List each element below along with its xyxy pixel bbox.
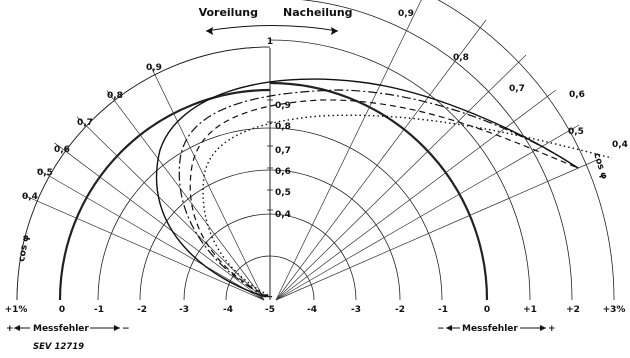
right-cos-phi-ray — [275, 54, 527, 301]
right-error-arc — [269, 213, 357, 301]
right-error-tick: 0 — [484, 305, 490, 315]
curve-dotted — [202, 114, 613, 298]
right-cos-phi-ray — [275, 89, 557, 301]
left-cos-label: 0,8 — [107, 91, 123, 101]
direction-arrow-right-head — [331, 27, 338, 35]
lead-label: Voreilung — [199, 6, 258, 19]
left-cos-phi-ray — [36, 168, 265, 301]
right-error-tick: +1 — [523, 305, 537, 315]
right-error-arc — [437, 0, 615, 301]
right-error-arc — [269, 81, 489, 301]
left-cos-phi-ray — [149, 64, 265, 301]
curve-dash-dot — [178, 89, 579, 298]
right-error-tick: -4 — [307, 305, 317, 315]
left-cos-phi-ray — [106, 90, 265, 301]
center-scale-labels: 0,9 0,8 0,7 0,6 0,5 0,4 — [275, 101, 291, 220]
right-error-tick: -3 — [351, 305, 361, 315]
right-cos-phi-ray — [275, 0, 422, 301]
left-messfehler-label: + Messfehler − — [6, 324, 130, 334]
left-error-arc — [183, 213, 271, 301]
right-error-arc — [269, 127, 443, 301]
left-cos-label: 0,5 — [37, 168, 53, 178]
left-cos-label: 0,7 — [77, 118, 93, 128]
top-value: 1 — [267, 37, 273, 47]
right-sign-plus: + — [548, 324, 556, 334]
center-scale-label: 0,9 — [275, 101, 291, 111]
right-error-tick: -1 — [438, 305, 448, 315]
center-scale-label: 0,4 — [275, 210, 291, 220]
right-cos-phi-labels: 0,9 0,8 0,7 0,6 0,5 0,4 — [398, 9, 628, 150]
left-cos-phi-ray — [54, 142, 265, 301]
right-error-arc — [269, 169, 401, 301]
figure-reference: SEV 12719 — [33, 342, 84, 352]
right-error-arc — [269, 255, 315, 301]
left-error-tick: -1 — [94, 305, 104, 315]
right-messfehler-label: − Messfehler + — [437, 324, 556, 334]
right-cos-label: 0,5 — [568, 127, 584, 137]
right-error-arc — [300, 0, 573, 301]
right-cos-label: 0,7 — [509, 84, 525, 94]
left-sign-plus: + — [6, 324, 14, 334]
right-cos-label: 0,6 — [569, 90, 585, 100]
right-error-tick: +2 — [566, 305, 580, 315]
left-cos-phi-ray — [23, 194, 265, 301]
right-error-arc — [269, 39, 531, 301]
right-cos-label: 0,9 — [398, 9, 414, 19]
right-arrow-head-a — [446, 325, 452, 331]
left-error-arc — [58, 88, 271, 301]
left-cos-label: 0,4 — [22, 192, 38, 202]
left-error-scale: +1% 0 -1 -2 -3 -4 -5 — [5, 305, 275, 315]
left-error-tick: -2 — [137, 305, 147, 315]
right-cos-label: 0,4 — [612, 140, 628, 150]
right-messfehler-text: Messfehler — [462, 324, 518, 334]
center-scale-label: 0,5 — [275, 188, 291, 198]
right-cos-phi-ray — [275, 19, 487, 301]
left-arrow-head-b — [114, 325, 120, 331]
left-cos-phi-ray — [76, 116, 265, 301]
left-outer-arc — [16, 46, 271, 301]
left-error-arc — [16, 46, 271, 301]
left-error-arc — [139, 169, 271, 301]
center-error-tick: -5 — [265, 305, 275, 315]
left-sign-minus: − — [122, 324, 130, 334]
left-error-tick: -3 — [179, 305, 189, 315]
center-scale-label: 0,8 — [275, 122, 291, 132]
right-cos-phi-ray — [275, 159, 597, 301]
right-cos-phi-ray — [275, 124, 580, 301]
right-sign-minus: − — [437, 324, 445, 334]
left-cos-phi-labels: 0,9 0,8 0,7 0,6 0,5 0,4 — [22, 63, 162, 202]
left-error-arc — [97, 127, 271, 301]
right-error-tick: +3% — [603, 305, 626, 315]
left-arrow-head-a — [14, 325, 20, 331]
direction-arrow — [205, 25, 339, 32]
polar-grid — [16, 0, 615, 301]
left-messfehler-text: Messfehler — [33, 324, 89, 334]
left-error-tick: 0 — [59, 305, 65, 315]
right-axis-title: cos φ — [591, 152, 609, 181]
right-error-scale: -4 -3 -2 -1 0 +1 +2 +3% — [307, 305, 625, 315]
left-cos-label: 0,6 — [54, 145, 70, 155]
curve-dashed — [189, 99, 579, 298]
right-arrow-head-b — [540, 325, 546, 331]
error-curves — [155, 78, 613, 298]
left-cos-label: 0,9 — [146, 63, 162, 73]
direction-arrow-left-head — [206, 27, 213, 35]
left-error-tick: -4 — [223, 305, 233, 315]
curve-solid — [155, 78, 579, 298]
right-cos-label: 0,8 — [453, 53, 469, 63]
left-axis-title: cos φ — [17, 234, 32, 262]
right-error-tick: -2 — [395, 305, 405, 315]
lag-label: Nacheilung — [283, 6, 353, 19]
center-scale-label: 0,6 — [275, 167, 291, 177]
left-error-arc — [225, 255, 271, 301]
center-scale-label: 0,7 — [275, 146, 291, 156]
left-error-tick: +1% — [5, 305, 28, 315]
